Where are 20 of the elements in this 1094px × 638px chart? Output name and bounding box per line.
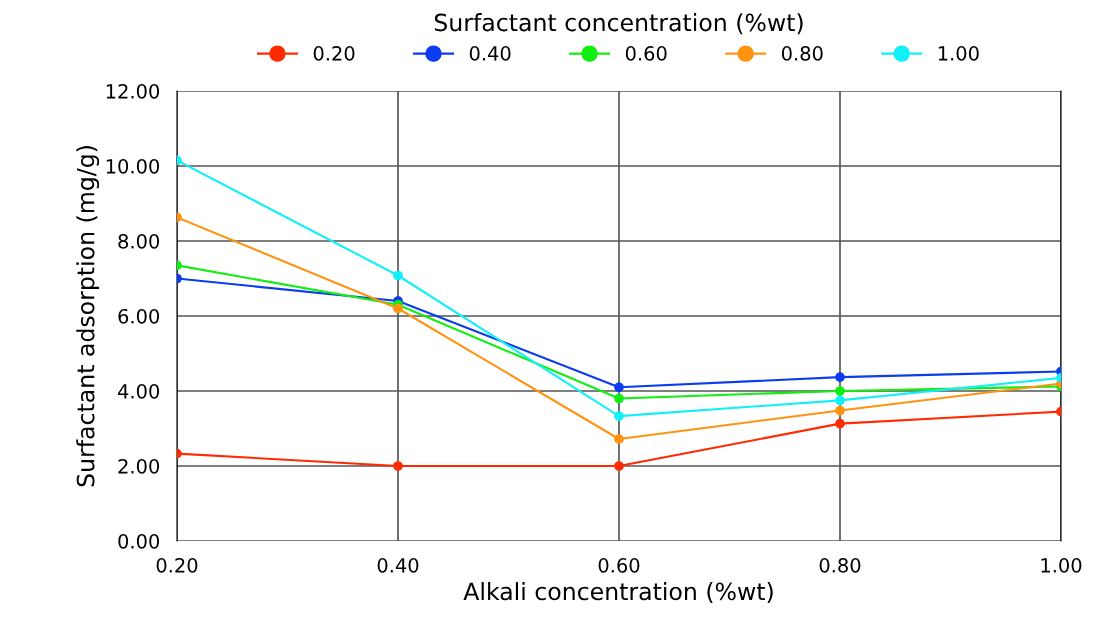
- y-tick-label: 4.00: [117, 383, 160, 399]
- legend-label: 0.20: [313, 46, 355, 61]
- x-tick-label: 0.60: [598, 558, 640, 573]
- x-tick-label: 0.40: [377, 558, 419, 573]
- y-tick-label: 10.00: [106, 158, 160, 174]
- legend-label: 0.80: [781, 46, 823, 61]
- y-axis-title: Surfactant adsorption (mg/g): [76, 146, 100, 487]
- legend-title: Surfactant concentration (%wt): [434, 13, 803, 35]
- y-tick-label: 12.00: [106, 83, 160, 99]
- y-tick-label: 8.00: [118, 233, 160, 249]
- x-tick-label: 0.20: [156, 558, 198, 573]
- x-tick-label: 1.00: [1041, 558, 1082, 573]
- x-axis-title: Alkali concentration (%wt): [463, 582, 773, 604]
- y-tick-label: 2.00: [118, 458, 160, 474]
- y-tick-label: 6.00: [118, 308, 160, 324]
- y-tick-label: 0.00: [118, 533, 160, 549]
- legend-label: 0.40: [469, 46, 511, 61]
- legend-label: 1.00: [938, 46, 979, 61]
- legend-label: 0.60: [625, 46, 667, 61]
- x-tick-label: 0.80: [819, 558, 861, 573]
